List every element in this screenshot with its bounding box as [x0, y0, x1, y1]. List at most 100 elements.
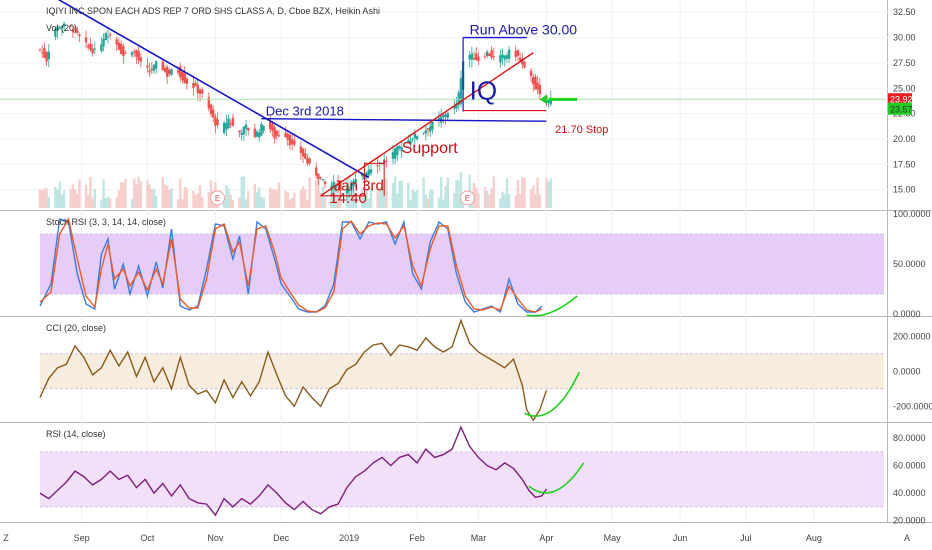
- autoscale-a: A: [904, 533, 910, 543]
- volume-bar: [207, 191, 210, 208]
- candle-body: [365, 172, 368, 178]
- candle-body: [211, 109, 215, 118]
- volume-bar: [247, 191, 250, 208]
- candle-body: [139, 57, 143, 62]
- candle-body: [179, 66, 182, 78]
- candle-body: [409, 140, 412, 144]
- volume-bar: [108, 198, 112, 208]
- candle-body: [398, 146, 401, 149]
- stop-price-label: 23.57: [890, 104, 913, 114]
- candle-body: [411, 138, 414, 140]
- candle-body: [93, 48, 97, 50]
- candle-body: [301, 148, 305, 157]
- candle-body: [501, 54, 504, 58]
- candle-body: [361, 173, 364, 177]
- candle-body: [516, 50, 520, 56]
- volume-bar: [334, 181, 338, 208]
- candle-body: [43, 47, 46, 58]
- volume-bar: [273, 189, 276, 208]
- candle-body: [260, 124, 263, 136]
- volume-bar: [439, 176, 443, 208]
- candle-body: [76, 30, 79, 33]
- volume-bar: [253, 183, 257, 208]
- candle-body: [376, 165, 379, 167]
- volume-bar: [104, 198, 107, 208]
- volume-bar: [352, 181, 355, 208]
- candle-body: [154, 61, 158, 69]
- candle-body: [62, 23, 66, 27]
- volume-bar: [38, 189, 42, 208]
- volume-bar: [150, 189, 154, 208]
- volume-bar: [54, 186, 57, 208]
- volume-bar: [176, 199, 180, 208]
- indicator-tick-label: 20.0000: [893, 516, 926, 526]
- volume-bar: [532, 185, 535, 208]
- stop-price-badge: [888, 102, 912, 115]
- volume-bar: [545, 177, 548, 208]
- volume-bar: [477, 193, 480, 208]
- candle-body: [122, 46, 125, 57]
- candle-body: [47, 51, 50, 60]
- volume-bar: [152, 188, 156, 208]
- volume-bar: [115, 196, 118, 208]
- candle-body: [306, 158, 309, 164]
- volume-bar: [459, 171, 463, 208]
- candle-body: [538, 84, 542, 95]
- volume-bar: [119, 181, 123, 208]
- volume-bar: [483, 186, 487, 208]
- candle-body: [176, 70, 180, 73]
- volume-bar: [271, 188, 274, 208]
- volume-bar: [260, 196, 263, 208]
- volume-bar: [76, 194, 79, 208]
- volume-bar: [321, 186, 324, 208]
- candle-body: [317, 173, 320, 179]
- candle-body: [238, 130, 241, 133]
- price-tick-label: 20.00: [893, 134, 916, 144]
- candle-body: [119, 43, 123, 55]
- candle-body: [229, 123, 232, 125]
- candle-body: [273, 127, 276, 139]
- time-tick-label: Sep: [74, 533, 90, 543]
- time-tick-label: Feb: [409, 533, 425, 543]
- indicator-tick-label: 40.0000: [893, 488, 926, 498]
- volume-bar: [185, 188, 189, 208]
- candle-body: [431, 121, 434, 130]
- candle-body: [135, 50, 138, 57]
- volume-bar: [124, 178, 127, 208]
- candle-body: [277, 135, 281, 137]
- volume-bar: [45, 188, 48, 208]
- time-tick-label: 2019: [339, 533, 359, 543]
- candle-body: [152, 64, 156, 71]
- candle-body: [323, 181, 327, 185]
- time-tick-label: Oct: [140, 533, 155, 543]
- indicator-series-3-0: [39, 425, 547, 517]
- candle-body: [183, 73, 186, 84]
- volume-bar: [299, 190, 303, 208]
- candle-body: [304, 153, 307, 159]
- volume-bar: [376, 190, 379, 208]
- indicator-series-1-1: [39, 217, 543, 313]
- candle-body: [275, 130, 278, 136]
- volume-bar: [139, 181, 143, 208]
- candle-body: [168, 69, 171, 74]
- volume-bar: [240, 176, 243, 208]
- indicator-tick-label: 0.0000: [893, 366, 921, 376]
- volume-bar: [238, 197, 241, 208]
- volume-bar: [225, 185, 228, 208]
- volume-bar: [284, 190, 287, 208]
- candle-body: [242, 126, 246, 135]
- volume-bar: [137, 176, 140, 208]
- last-price-label: 23.92: [890, 95, 913, 105]
- volume-bar: [361, 189, 364, 208]
- indicator-title: CCI (20, close): [46, 323, 106, 333]
- candle-body: [293, 140, 296, 145]
- volume-bar: [396, 193, 399, 208]
- candle-body: [507, 49, 511, 59]
- volume-bar: [47, 197, 50, 208]
- indicator-series-2-0: [39, 318, 548, 422]
- indicator-band: [40, 451, 884, 507]
- volume-bar: [179, 178, 182, 208]
- candle-body: [271, 123, 274, 131]
- volume-bar: [117, 190, 121, 208]
- volume-bar: [268, 187, 272, 208]
